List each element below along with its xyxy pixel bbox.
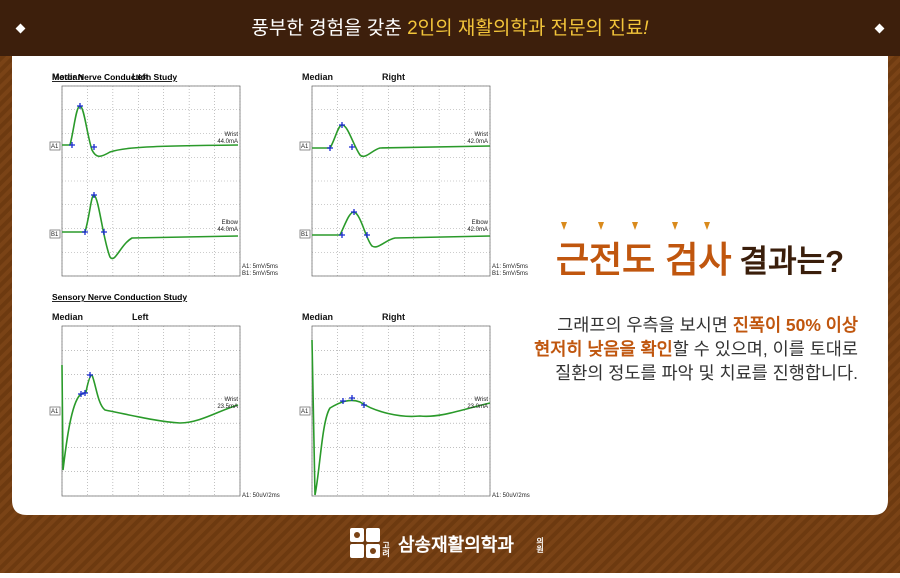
content-card: [12, 56, 888, 515]
header-text: 풍부한 경험을 갖춘 2인의 재활의학과 전문의 진료!: [251, 17, 649, 39]
channel-label: A1: [301, 144, 309, 150]
result-line: 질환의 정도를 파악 및 치료를 진행합니다.: [555, 363, 858, 383]
result-title: 근전도 검사 결과는?: [556, 239, 844, 280]
nerve-label: Median: [52, 312, 83, 322]
header-highlight: 2인의 재활의학과 전문의 진료: [407, 17, 643, 39]
result-emphasis: 진폭이 50% 이상: [733, 315, 858, 335]
marker: [339, 122, 345, 128]
current-label: 23.5mA: [217, 404, 238, 410]
scale-label: A1: 5mV/5ms: [492, 264, 528, 270]
footer-prefix: 고려: [381, 541, 390, 558]
waveform: [312, 124, 491, 158]
marker: [82, 390, 88, 396]
channel-box: [49, 141, 61, 151]
site-label: Elbow: [472, 220, 489, 226]
channel-box: [299, 229, 311, 239]
marker: [91, 192, 97, 198]
channel-label: B1: [51, 232, 59, 238]
scale-label: A1: 50uV/2ms: [492, 493, 530, 499]
header-bar: [0, 0, 900, 56]
marker: [349, 395, 355, 401]
nerve-label: Median: [302, 312, 333, 322]
plot-frame: [61, 85, 241, 277]
scale-label: A1: 5mV/5ms: [242, 264, 278, 270]
marker: [361, 402, 367, 408]
footer-suffix: 의원: [536, 536, 545, 554]
result-text: 그래프의 우측을 보시면: [557, 315, 733, 335]
marker: [82, 229, 88, 235]
current-label: 44.0mA: [217, 139, 238, 145]
site-label: Wrist: [224, 132, 238, 138]
side-label: Right: [382, 72, 405, 82]
header-mark: !: [643, 18, 649, 39]
marker: [351, 209, 357, 215]
marker: [78, 391, 84, 397]
current-label: 44.0mA: [217, 227, 238, 233]
current-label: 23.0mA: [467, 404, 488, 410]
marker: [339, 232, 345, 238]
result-title-rest: 결과는?: [740, 244, 845, 279]
study-panels: Motor Nerve Conduction Study Sensory Ner…: [49, 72, 530, 499]
marker: [77, 103, 83, 109]
marker: [91, 144, 97, 150]
channel-label: A1: [51, 409, 59, 415]
marker: [340, 398, 346, 404]
scale-label: A1: 50uV/2ms: [242, 493, 280, 499]
scale-label: B1: 5mV/5ms: [242, 271, 278, 277]
marker: [349, 144, 355, 150]
side-label: Left: [132, 312, 149, 322]
waveform: [62, 105, 239, 158]
channel-box: [299, 141, 311, 151]
plot-frame: [311, 325, 491, 497]
waveform: [311, 339, 491, 496]
footer-name: 삼송재활의학과: [398, 534, 514, 555]
marker: [327, 145, 333, 151]
side-label: Right: [382, 312, 405, 322]
result-text: 할 수 있으며, 이를 토대로: [673, 339, 858, 359]
footer-logo: [350, 528, 380, 558]
nerve-label: Median: [302, 72, 333, 82]
channel-label: A1: [301, 409, 309, 415]
header-diamond: [874, 23, 885, 34]
marker: [101, 229, 107, 235]
triangles: [561, 222, 710, 230]
plot-frame: [311, 85, 491, 277]
waveform: [312, 211, 491, 248]
channel-box: [49, 229, 61, 239]
channel-box: [49, 406, 61, 416]
channel-label: B1: [301, 232, 309, 238]
result-line: 현저히 낮음을 확인할 수 있으며, 이를 토대로: [534, 339, 858, 359]
current-label: 42.0mA: [467, 227, 488, 233]
result-emphasis: 현저히 낮음을 확인: [534, 339, 673, 359]
marker: [364, 232, 370, 238]
site-label: Elbow: [222, 220, 239, 226]
scale-label: B1: 5mV/5ms: [492, 271, 528, 277]
sensory-title: Sensory Nerve Conduction Study: [52, 292, 187, 302]
side-label: Left: [132, 72, 149, 82]
result-line: 그래프의 우측을 보시면 진폭이 50% 이상: [557, 315, 858, 335]
channel-box: [299, 406, 311, 416]
site-label: Wrist: [474, 132, 488, 138]
site-label: Wrist: [224, 397, 238, 403]
result-title-accent: 근전도 검사: [556, 239, 732, 280]
waveform: [62, 194, 239, 260]
result-text: 질환의 정도를 파악 및 치료를 진행합니다.: [555, 363, 858, 383]
current-label: 42.0mA: [467, 139, 488, 145]
waveform: [61, 364, 239, 471]
nerve-label: Median: [52, 72, 83, 82]
marker: [69, 142, 75, 148]
motor-title: Motor Nerve Conduction Study: [52, 72, 177, 82]
channel-label: A1: [51, 144, 59, 150]
marker: [87, 372, 93, 378]
header-lead: 풍부한 경험을 갖춘: [251, 17, 407, 39]
site-label: Wrist: [474, 397, 488, 403]
